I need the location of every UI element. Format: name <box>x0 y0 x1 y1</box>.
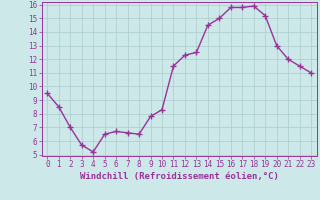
X-axis label: Windchill (Refroidissement éolien,°C): Windchill (Refroidissement éolien,°C) <box>80 172 279 181</box>
